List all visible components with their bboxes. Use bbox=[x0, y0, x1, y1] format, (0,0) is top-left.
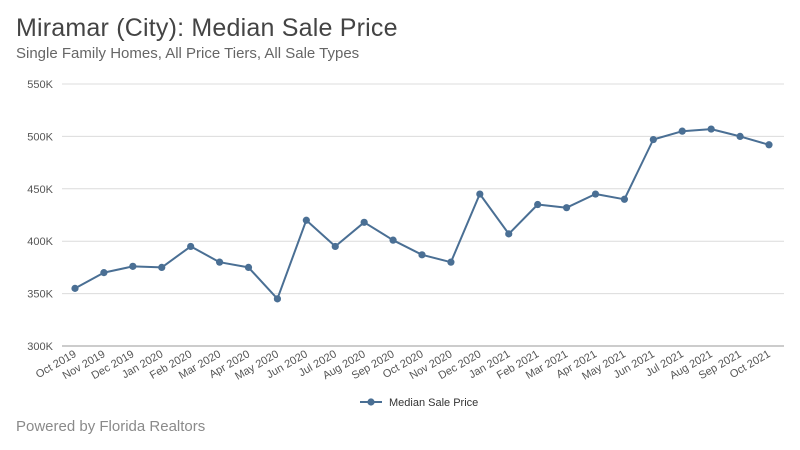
data-point[interactable] bbox=[765, 141, 773, 149]
data-point[interactable] bbox=[100, 269, 108, 277]
data-point[interactable] bbox=[678, 127, 686, 135]
data-point[interactable] bbox=[707, 125, 715, 133]
gridlines bbox=[62, 83, 784, 347]
data-point[interactable] bbox=[447, 258, 455, 266]
data-point[interactable] bbox=[129, 262, 137, 270]
data-point[interactable] bbox=[620, 195, 629, 203]
y-axis: 300K 350K 400K 450K 500K 550K bbox=[27, 79, 53, 353]
chart-subtitle: Single Family Homes, All Price Tiers, Al… bbox=[16, 45, 360, 62]
data-point[interactable] bbox=[158, 263, 166, 271]
series-median-sale-price bbox=[71, 125, 773, 303]
y-tick-label: 300K bbox=[27, 341, 53, 353]
data-point[interactable] bbox=[505, 230, 513, 238]
series-line bbox=[74, 128, 770, 300]
data-point[interactable] bbox=[591, 190, 600, 198]
data-point[interactable] bbox=[389, 236, 397, 244]
data-point[interactable] bbox=[273, 295, 282, 303]
data-point[interactable] bbox=[71, 284, 79, 292]
data-point[interactable] bbox=[215, 258, 224, 266]
data-point[interactable] bbox=[187, 242, 195, 251]
data-point[interactable] bbox=[476, 190, 484, 198]
y-tick-label: 550K bbox=[27, 79, 53, 91]
legend[interactable]: Median Sale Price bbox=[360, 397, 478, 409]
data-point[interactable] bbox=[736, 132, 744, 140]
y-tick-label: 500K bbox=[27, 131, 53, 143]
data-point[interactable] bbox=[418, 251, 426, 259]
legend-marker bbox=[367, 398, 375, 406]
y-tick-label: 450K bbox=[27, 184, 53, 196]
legend-label[interactable]: Median Sale Price bbox=[389, 397, 478, 409]
y-tick-label: 400K bbox=[27, 236, 53, 248]
data-point[interactable] bbox=[534, 200, 542, 209]
data-point[interactable] bbox=[331, 242, 339, 251]
data-point[interactable] bbox=[244, 263, 253, 271]
chart-title: Miramar (City): Median Sale Price bbox=[16, 14, 398, 42]
y-tick-label: 350K bbox=[27, 289, 53, 301]
data-point[interactable] bbox=[649, 135, 657, 144]
data-point[interactable] bbox=[302, 216, 310, 224]
data-point[interactable] bbox=[562, 204, 571, 212]
data-point[interactable] bbox=[360, 218, 368, 226]
footer-credit: Powered by Florida Realtors bbox=[16, 418, 206, 435]
